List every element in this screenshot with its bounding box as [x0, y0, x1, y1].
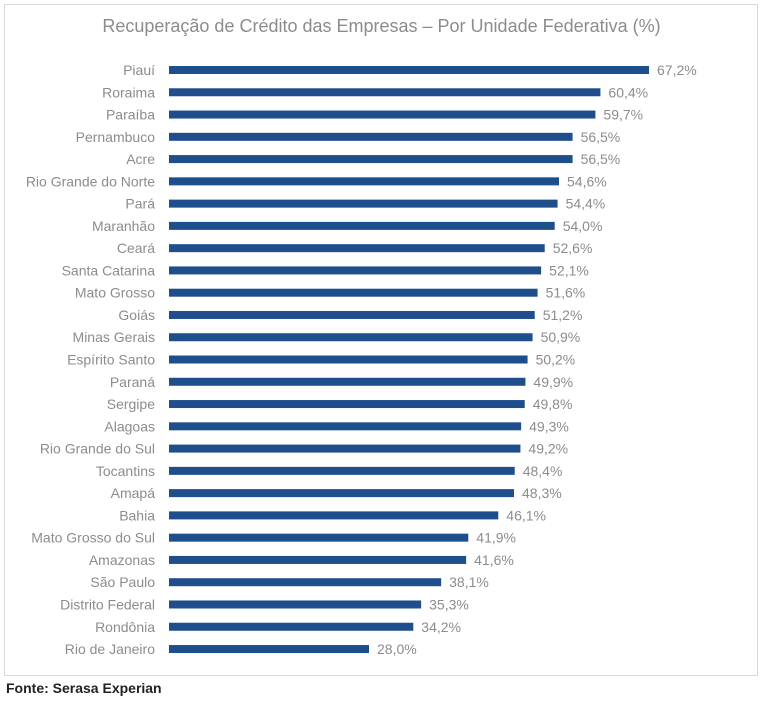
bar	[169, 155, 573, 164]
category-label: Pernambuco	[76, 129, 156, 145]
bar	[169, 400, 525, 409]
category-label: Amazonas	[89, 552, 155, 568]
bar	[169, 422, 522, 431]
bar	[169, 511, 499, 520]
bar	[169, 622, 414, 631]
bar	[169, 600, 422, 609]
bar-chart: Piauí 67,2% Roraima 60,4% Paraíba 59,7% Pernam…	[26, 62, 697, 657]
value-label: 34,2%	[421, 619, 461, 635]
bar	[169, 333, 533, 342]
bar	[169, 132, 573, 141]
value-label: 54,4%	[566, 196, 606, 212]
value-label: 41,6%	[474, 552, 514, 568]
bar	[169, 221, 555, 230]
chart-title: Recuperação de Crédito das Empresas – Po…	[102, 16, 661, 36]
bar	[169, 66, 649, 74]
value-label: 51,6%	[546, 285, 586, 301]
value-label: 52,1%	[549, 262, 589, 278]
value-label: 35,3%	[429, 596, 469, 612]
value-label: 49,9%	[533, 374, 573, 390]
category-label: Distrito Federal	[60, 596, 155, 612]
value-label: 50,2%	[536, 352, 576, 368]
category-label: Ceará	[117, 240, 155, 256]
category-label: Rio Grande do Sul	[40, 441, 155, 457]
bar	[169, 489, 514, 498]
bar	[169, 444, 521, 453]
value-label: 56,5%	[581, 151, 621, 167]
bar	[169, 266, 542, 275]
value-label: 50,9%	[541, 329, 581, 345]
category-label: Santa Catarina	[62, 262, 156, 278]
bar	[169, 177, 559, 186]
value-label: 48,4%	[523, 463, 563, 479]
category-label: Espírito Santo	[67, 352, 155, 368]
category-label: Goiás	[118, 307, 155, 323]
bar	[169, 355, 528, 364]
bar	[169, 578, 442, 587]
category-label: Rio de Janeiro	[65, 641, 155, 657]
value-label: 59,7%	[603, 107, 643, 123]
category-label: Roraima	[102, 84, 155, 100]
value-label: 46,1%	[506, 507, 546, 523]
category-label: Amapá	[111, 485, 156, 501]
category-label: Paraíba	[106, 107, 155, 123]
category-label: Rio Grande do Norte	[26, 173, 155, 189]
bar	[169, 288, 538, 297]
bar	[169, 244, 545, 253]
bar	[169, 555, 467, 564]
category-label: Acre	[126, 151, 155, 167]
category-label: Bahia	[119, 507, 155, 523]
value-label: 67,2%	[657, 62, 697, 78]
bar	[169, 199, 558, 208]
category-label: São Paulo	[90, 574, 155, 590]
value-label: 41,9%	[476, 530, 516, 546]
source-note: Fonte: Serasa Experian	[6, 680, 162, 696]
category-label: Minas Gerais	[73, 329, 155, 345]
category-label: Rondônia	[95, 619, 155, 635]
category-label: Sergipe	[107, 396, 155, 412]
value-label: 28,0%	[377, 641, 417, 657]
category-label: Maranhão	[92, 218, 155, 234]
value-label: 49,8%	[533, 396, 573, 412]
value-label: 49,3%	[529, 418, 569, 434]
bar	[169, 645, 369, 654]
bar	[169, 310, 535, 319]
bar	[169, 88, 601, 97]
value-label: 38,1%	[449, 574, 489, 590]
category-label: Alagoas	[104, 418, 155, 434]
value-label: 56,5%	[581, 129, 621, 145]
category-label: Pará	[125, 196, 155, 212]
bar	[169, 377, 526, 386]
value-label: 52,6%	[553, 240, 593, 256]
value-label: 51,2%	[543, 307, 583, 323]
bar	[169, 110, 596, 119]
category-label: Paraná	[110, 374, 155, 390]
value-label: 49,2%	[528, 441, 568, 457]
bar	[169, 466, 515, 475]
value-label: 54,0%	[563, 218, 603, 234]
category-label: Mato Grosso do Sul	[31, 530, 155, 546]
category-label: Tocantins	[96, 463, 155, 479]
value-label: 54,6%	[567, 173, 607, 189]
value-label: 60,4%	[608, 84, 648, 100]
value-label: 48,3%	[522, 485, 562, 501]
category-label: Mato Grosso	[75, 285, 155, 301]
bar	[169, 533, 469, 542]
category-label: Piauí	[123, 62, 155, 78]
